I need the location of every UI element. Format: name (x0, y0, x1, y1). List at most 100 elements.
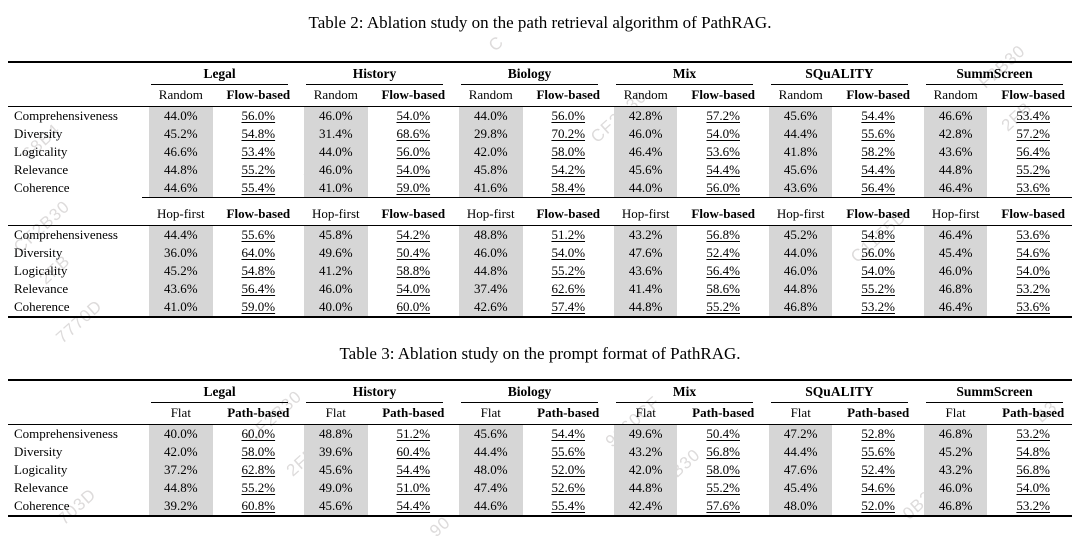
metric-row-comprehensiveness: Comprehensiveness 44.4% 55.6% 45.8% 54.2% 48.… (8, 225, 1072, 244)
baseline-header: Random (761, 85, 840, 107)
baseline-value: 46.4% (606, 143, 685, 161)
method-value: 57.4% (551, 299, 586, 314)
method-value: 51.2% (551, 227, 586, 242)
baseline-value: 42.0% (142, 443, 220, 461)
method-value: 55.2% (861, 281, 895, 296)
group-header-legal: Legal (142, 62, 297, 85)
group-header-mix: Mix (607, 380, 762, 403)
baseline-value: 47.2% (761, 424, 840, 443)
method-value: 59.0% (396, 180, 431, 195)
baseline-header: Hop-first (142, 197, 220, 226)
baseline-value: 44.0% (606, 179, 685, 198)
metric-row-comprehensiveness: Comprehensiveness 44.0% 56.0% 46.0% 54.0% 44.… (8, 106, 1072, 125)
method-header: Flow-based (684, 85, 762, 107)
metric-row-diversity: Diversity 36.0% 64.0% 49.6% 50.4% 46.0% 54.0% 4… (8, 244, 1072, 262)
method-value: 56.0% (241, 108, 276, 123)
baseline-value: 37.4% (452, 280, 530, 298)
group-header-summscreen: SummScreen (917, 62, 1072, 85)
baseline-value: 44.4% (761, 125, 840, 143)
table3-ablation-prompt-format: Legal History Biology Mix SQuALITY SummScreen… (8, 379, 1072, 517)
metric-label: Relevance (14, 480, 69, 495)
baseline-value: 43.6% (142, 280, 220, 298)
method-value: 54.8% (241, 126, 276, 141)
method-value: 55.4% (241, 180, 276, 195)
method-value: 53.6% (706, 144, 740, 159)
method-value: 54.0% (1016, 263, 1050, 278)
method-value: 55.2% (551, 263, 586, 278)
method-value: 62.8% (241, 462, 276, 477)
method-value: 53.2% (1016, 426, 1050, 441)
baseline-value: 44.4% (142, 225, 220, 244)
method-value: 55.2% (706, 299, 740, 314)
paper-page: Table 2: Ablation study on the path retr… (0, 12, 1080, 517)
method-value: 56.8% (706, 444, 740, 459)
method-value: 55.2% (241, 480, 276, 495)
group-header-legal: Legal (142, 380, 297, 403)
method-value: 53.4% (241, 144, 276, 159)
method-value: 59.0% (241, 299, 276, 314)
baseline-value: 42.8% (606, 106, 685, 125)
method-value: 56.0% (861, 245, 895, 260)
baseline-value: 45.6% (761, 106, 840, 125)
baseline-value: 42.8% (916, 125, 995, 143)
method-value: 56.4% (241, 281, 276, 296)
method-value: 56.0% (706, 180, 740, 195)
method-value: 55.6% (861, 444, 895, 459)
baseline-value: 43.6% (606, 262, 685, 280)
method-value: 64.0% (241, 245, 276, 260)
method-value: 60.0% (241, 426, 276, 441)
method-header: Flow-based (219, 85, 298, 107)
method-header: Flow-based (529, 85, 607, 107)
baseline-value: 46.6% (142, 143, 220, 161)
metric-label: Coherence (14, 180, 70, 196)
method-value: 53.2% (861, 299, 895, 314)
baseline-value: 49.6% (297, 244, 375, 262)
method-value: 54.2% (396, 227, 431, 242)
method-header: Path-based (529, 403, 607, 425)
method-value: 55.2% (241, 162, 276, 177)
baseline-value: 42.4% (606, 497, 685, 516)
metric-label: Logicality (14, 263, 68, 278)
group-label: Mix (615, 65, 753, 85)
baseline-value: 47.4% (452, 479, 530, 497)
baseline-value: 44.0% (142, 106, 220, 125)
baseline-value: 41.2% (297, 262, 375, 280)
baseline-value: 44.4% (452, 443, 530, 461)
baseline-value: 46.4% (916, 298, 995, 317)
metric-row-relevance: Relevance 44.8% 55.2% 49.0% 51.0% 47.4% 52.6% 4… (8, 479, 1072, 497)
method-value: 53.2% (1016, 281, 1050, 296)
corner-cell (8, 403, 143, 425)
metric-label: Diversity (14, 126, 63, 141)
baseline-value: 47.6% (606, 244, 685, 262)
method-value: 52.0% (861, 498, 895, 513)
baseline-value: 46.0% (916, 479, 995, 497)
group-header-biology: Biology (452, 380, 607, 403)
baseline-value: 45.8% (452, 161, 530, 179)
baseline-value: 44.4% (761, 443, 840, 461)
method-value: 54.6% (1016, 245, 1050, 260)
table3-caption: Table 3: Ablation study on the prompt fo… (339, 344, 741, 363)
baseline-value: 49.0% (297, 479, 375, 497)
baseline-header: Hop-first (761, 197, 840, 226)
method-value: 51.2% (396, 426, 431, 441)
method-value: 53.2% (1016, 498, 1050, 513)
baseline-value: 39.6% (297, 443, 375, 461)
baseline-header: Hop-first (297, 197, 375, 226)
baseline-header: Flat (452, 403, 530, 425)
baseline-value: 46.8% (916, 424, 995, 443)
group-label: SummScreen (925, 383, 1063, 403)
method-value: 50.4% (706, 426, 740, 441)
method-header: Path-based (374, 403, 453, 425)
group-label: Mix (615, 383, 753, 403)
baseline-value: 46.8% (916, 280, 995, 298)
baseline-value: 45.6% (297, 497, 375, 516)
baseline-value: 48.8% (452, 225, 530, 244)
baseline-value: 45.4% (916, 244, 995, 262)
baseline-value: 46.0% (297, 161, 375, 179)
baseline-value: 42.0% (606, 461, 685, 479)
method-value: 57.2% (1016, 126, 1050, 141)
table2-ablation-path-retrieval: Legal History Biology Mix SQuALITY SummScreen… (8, 61, 1072, 318)
baseline-value: 44.8% (916, 161, 995, 179)
table2-caption: Table 2: Ablation study on the path retr… (308, 13, 772, 32)
group-header-biology: Biology (452, 62, 607, 85)
